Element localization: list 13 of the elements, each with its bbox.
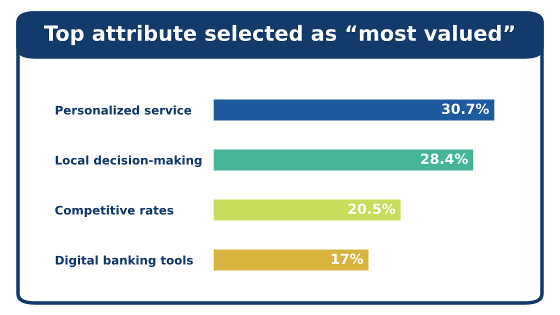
y-tick-label: Personalized service (56, 106, 192, 115)
y-tick-label: Digital banking tools (56, 256, 193, 268)
bar (213, 248, 370, 272)
chart-title: Top attribute selected as “most valued” (44, 24, 514, 46)
data-label: 20.5% (348, 204, 396, 214)
data-label: 30.7% (442, 104, 489, 114)
bar (213, 148, 475, 172)
y-tick-label: Local decision-making (56, 156, 202, 168)
y-tick-label: Competitive rates (55, 206, 174, 217)
bar (213, 98, 495, 122)
bar (213, 198, 402, 222)
data-label: 28.4% (421, 154, 468, 164)
data-label: 17% (332, 254, 364, 264)
